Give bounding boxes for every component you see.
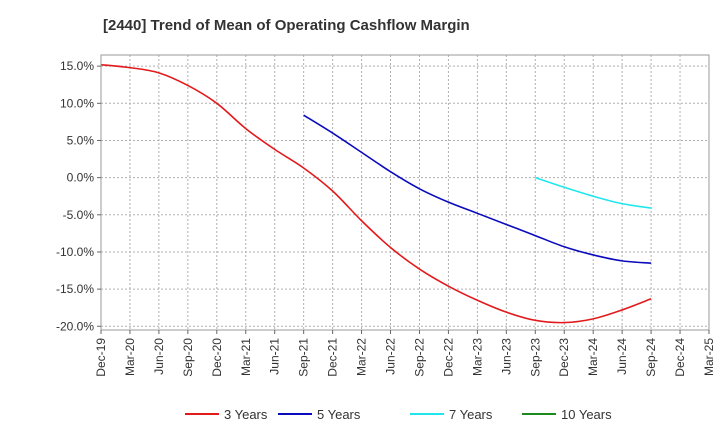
x-tick-label: Dec-24 <box>673 338 687 377</box>
x-tick-label: Sep-23 <box>528 338 542 377</box>
x-tick-label: Dec-19 <box>94 338 108 377</box>
x-tick-label: Dec-21 <box>326 338 340 377</box>
x-tick-label: Dec-20 <box>210 338 224 377</box>
x-tick-label: Mar-25 <box>702 338 716 376</box>
x-tick-label: Mar-21 <box>239 338 253 376</box>
x-tick-label: Sep-21 <box>297 338 311 377</box>
x-tick-label: Dec-23 <box>557 338 571 377</box>
plot-frame <box>100 54 710 331</box>
series-line-7-years <box>535 176 652 209</box>
y-axis: 15.0% 10.0% 5.0% 0.0% -5.0% -10.0% -15.0% -20.0… <box>56 59 101 333</box>
x-tick-label: Jun-24 <box>615 338 629 375</box>
x-tick-label: Dec-22 <box>441 338 455 377</box>
y-tick-label: -5.0% <box>63 208 95 222</box>
legend-label-10-years: 10 Years <box>561 407 612 422</box>
x-tick-label: Sep-22 <box>412 338 426 377</box>
x-tick-label: Sep-20 <box>181 338 195 377</box>
x-tick-label: Jun-22 <box>384 338 398 375</box>
y-tick-label: -15.0% <box>56 282 94 296</box>
legend-label-5-years: 5 Years <box>317 407 361 422</box>
y-tick-label: -20.0% <box>56 319 94 333</box>
series-line-5-years <box>303 114 652 264</box>
legend: 3 Years 5 Years 7 Years 10 Years <box>185 407 612 422</box>
x-tick-label: Mar-23 <box>470 338 484 376</box>
series-layer <box>100 63 652 324</box>
y-tick-label: 5.0% <box>67 133 95 147</box>
x-tick-label: Mar-24 <box>586 338 600 376</box>
legend-label-3-years: 3 Years <box>224 407 268 422</box>
x-tick-label: Jun-20 <box>152 338 166 375</box>
x-tick-label: Mar-22 <box>355 338 369 376</box>
x-tick-label: Jun-23 <box>499 338 513 375</box>
y-tick-label: -10.0% <box>56 245 94 259</box>
x-axis: Dec-19 Mar-20 Jun-20 Sep-20 Dec-20 Mar-21 Jun-… <box>94 330 716 377</box>
y-tick-label: 0.0% <box>67 171 95 185</box>
x-tick-label: Mar-20 <box>123 338 137 376</box>
x-tick-label: Sep-24 <box>644 338 658 377</box>
y-tick-label: 15.0% <box>60 59 94 73</box>
grid <box>100 55 710 330</box>
legend-label-7-years: 7 Years <box>449 407 493 422</box>
series-line-3-years <box>100 63 652 324</box>
y-tick-label: 10.0% <box>60 96 94 110</box>
x-tick-label: Jun-21 <box>268 338 282 375</box>
chart-title: [2440] Trend of Mean of Operating Cashfl… <box>103 17 470 34</box>
